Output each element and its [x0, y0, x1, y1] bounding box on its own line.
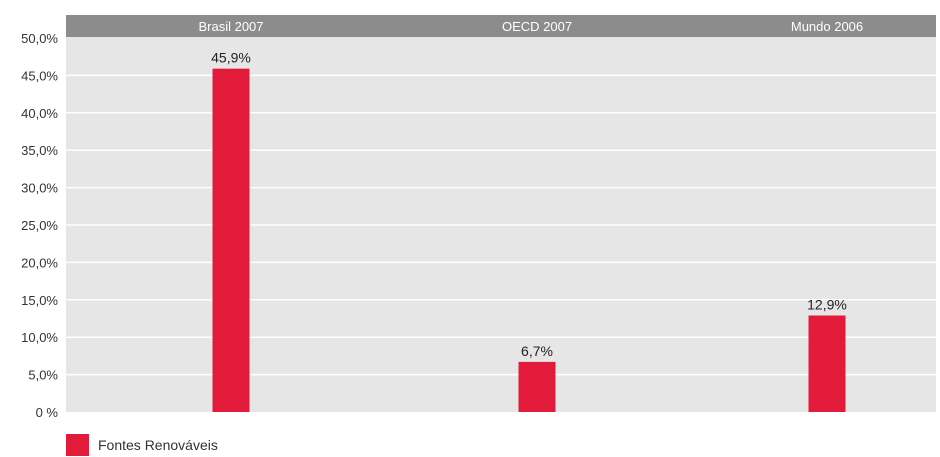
y-tick-label: 30,0%: [21, 181, 58, 196]
data-label: 45,9%: [211, 50, 251, 66]
category-labels: Brasil 2007 OECD 2007 Mundo 2006: [198, 19, 863, 34]
bar: [808, 315, 846, 412]
bar: [518, 361, 556, 412]
category-header-band: [66, 15, 936, 37]
y-tick-label: 35,0%: [21, 143, 58, 158]
category-label: Mundo 2006: [791, 19, 863, 34]
bar-chart: 0 % 5,0% 10,0% 15,0% 20,0% 25,0% 30,0% 35,0% 40,…: [21, 15, 936, 420]
y-tick-label: 40,0%: [21, 106, 58, 121]
data-label: 6,7%: [521, 343, 553, 359]
y-tick-label: 50,0%: [21, 31, 58, 46]
y-tick-label: 15,0%: [21, 293, 58, 308]
gridlines: [66, 74, 936, 376]
y-tick-label: 20,0%: [21, 255, 58, 270]
legend-swatch: [66, 434, 89, 456]
data-labels: 45,9% 6,7% 12,9%: [211, 50, 847, 359]
legend-label: Fontes Renováveis: [98, 437, 218, 453]
y-axis-tick-labels: 0 % 5,0% 10,0% 15,0% 20,0% 25,0% 30,0% 35,0% 40,…: [21, 31, 58, 420]
y-tick-label: 5,0%: [28, 368, 58, 383]
y-tick-label: 0 %: [36, 405, 59, 420]
bar: [212, 68, 250, 412]
category-label: Brasil 2007: [198, 19, 263, 34]
data-label: 12,9%: [807, 297, 847, 313]
category-label: OECD 2007: [502, 19, 572, 34]
y-tick-label: 25,0%: [21, 218, 58, 233]
y-tick-label: 10,0%: [21, 330, 58, 345]
legend: Fontes Renováveis: [66, 434, 218, 456]
bars: [212, 68, 846, 412]
plot-area: [66, 15, 936, 412]
y-tick-label: 45,0%: [21, 68, 58, 83]
